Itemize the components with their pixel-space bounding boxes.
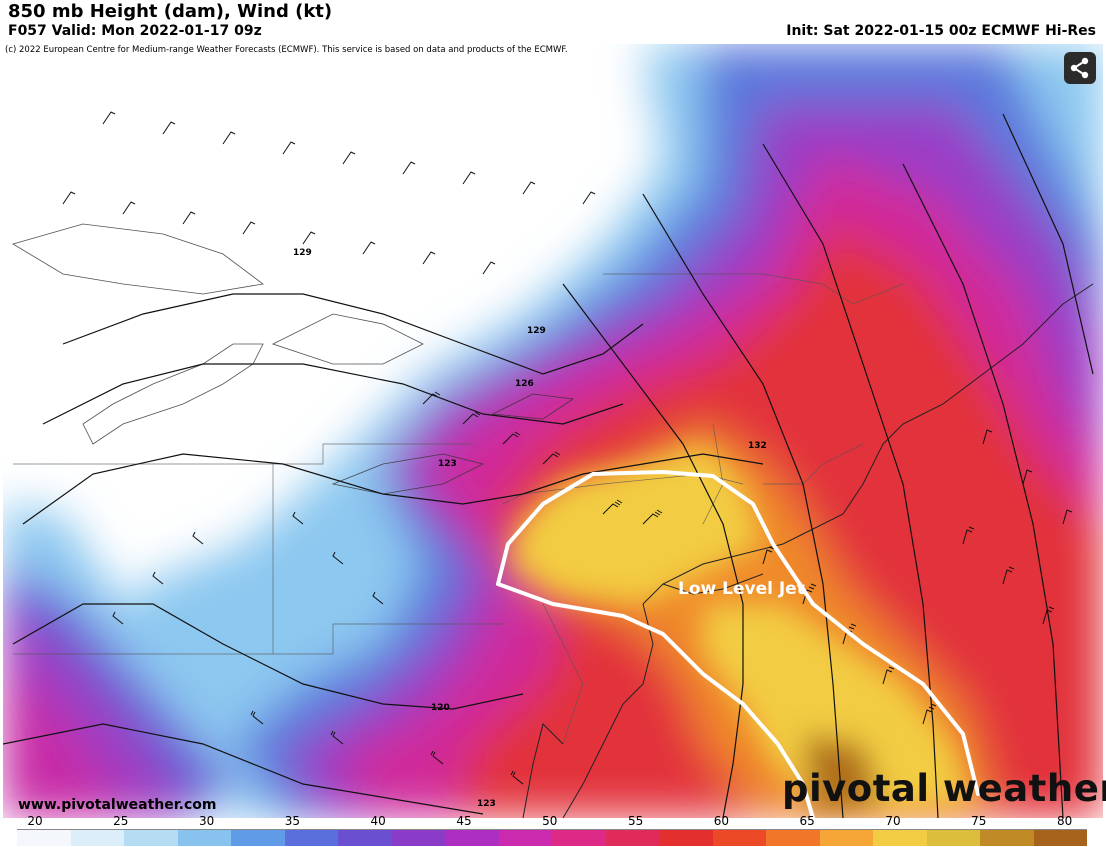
colorbar-cell <box>231 830 285 846</box>
weather-map[interactable]: 129 129 126 123 132 120 123 <box>3 44 1103 818</box>
jet-annotation: Low Level Jet <box>678 579 805 599</box>
colorbar-cell <box>766 830 820 846</box>
colorbar-label: 35 <box>284 814 301 828</box>
colorbar-cell <box>17 830 71 846</box>
colorbar-cell <box>712 830 766 846</box>
colorbar-cell <box>445 830 499 846</box>
coastlines <box>522 283 1094 818</box>
colorbar-cell <box>659 830 713 846</box>
colorbar-label: 60 <box>713 814 730 828</box>
colorbar-label: 80 <box>1056 814 1073 828</box>
colorbar-cell <box>498 830 552 846</box>
colorbar-cell <box>552 830 606 846</box>
init-time: Init: Sat 2022-01-15 00z ECMWF Hi-Res <box>786 23 1096 39</box>
colorbar-cell <box>70 830 124 846</box>
contour-label: 129 <box>293 248 312 258</box>
share-button[interactable] <box>1064 52 1096 84</box>
contour-label: 129 <box>527 326 546 336</box>
header: 850 mb Height (dam), Wind (kt) F057 Vali… <box>0 0 1106 44</box>
colorbar-cell <box>284 830 338 846</box>
contour-labels: 129 129 126 123 132 120 123 <box>293 248 767 809</box>
colorbar-cell <box>605 830 659 846</box>
colorbar-label: 30 <box>198 814 215 828</box>
colorbar-label: 70 <box>885 814 901 828</box>
colorbar-label: 40 <box>370 814 386 828</box>
wind-speed-colorbar <box>17 829 1087 846</box>
great-lakes <box>12 223 575 495</box>
contour-label: 123 <box>438 459 457 469</box>
colorbar-cell <box>177 830 231 846</box>
colorbar-label: 65 <box>799 814 815 828</box>
colorbar-cell <box>980 830 1034 846</box>
colorbar-label: 55 <box>627 814 644 828</box>
colorbar-label: 75 <box>971 814 987 828</box>
colorbar-cell <box>819 830 873 846</box>
jet-outline <box>496 470 980 818</box>
colorbar-label: 20 <box>27 814 43 828</box>
height-contours <box>3 113 1094 818</box>
map-canvas: 129 129 126 123 132 120 123 <box>3 44 1103 818</box>
contour-label: 120 <box>431 703 450 713</box>
colorbar-cell <box>338 830 392 846</box>
brand-logo: pivotal weather <box>782 767 1106 810</box>
wind-barbs <box>62 111 1073 785</box>
website-link[interactable]: www.pivotalweather.com <box>18 797 217 813</box>
colorbar-label: 25 <box>113 814 129 828</box>
colorbar-cell <box>926 830 980 846</box>
contour-label: 123 <box>477 799 496 809</box>
valid-time: F057 Valid: Mon 2022-01-17 09z <box>8 23 262 39</box>
colorbar-label: 50 <box>542 814 558 828</box>
colorbar-cell <box>124 830 178 846</box>
colorbar-cell <box>1033 830 1087 846</box>
share-icon <box>1070 57 1089 79</box>
colorbar-cell <box>391 830 445 846</box>
map-title: 850 mb Height (dam), Wind (kt) <box>8 1 333 22</box>
copyright-notice: (c) 2022 European Centre for Medium-rang… <box>5 45 568 55</box>
contour-label: 132 <box>748 441 767 451</box>
contour-label: 126 <box>515 379 534 389</box>
colorbar-label: 45 <box>456 814 472 828</box>
colorbar-cell <box>873 830 927 846</box>
